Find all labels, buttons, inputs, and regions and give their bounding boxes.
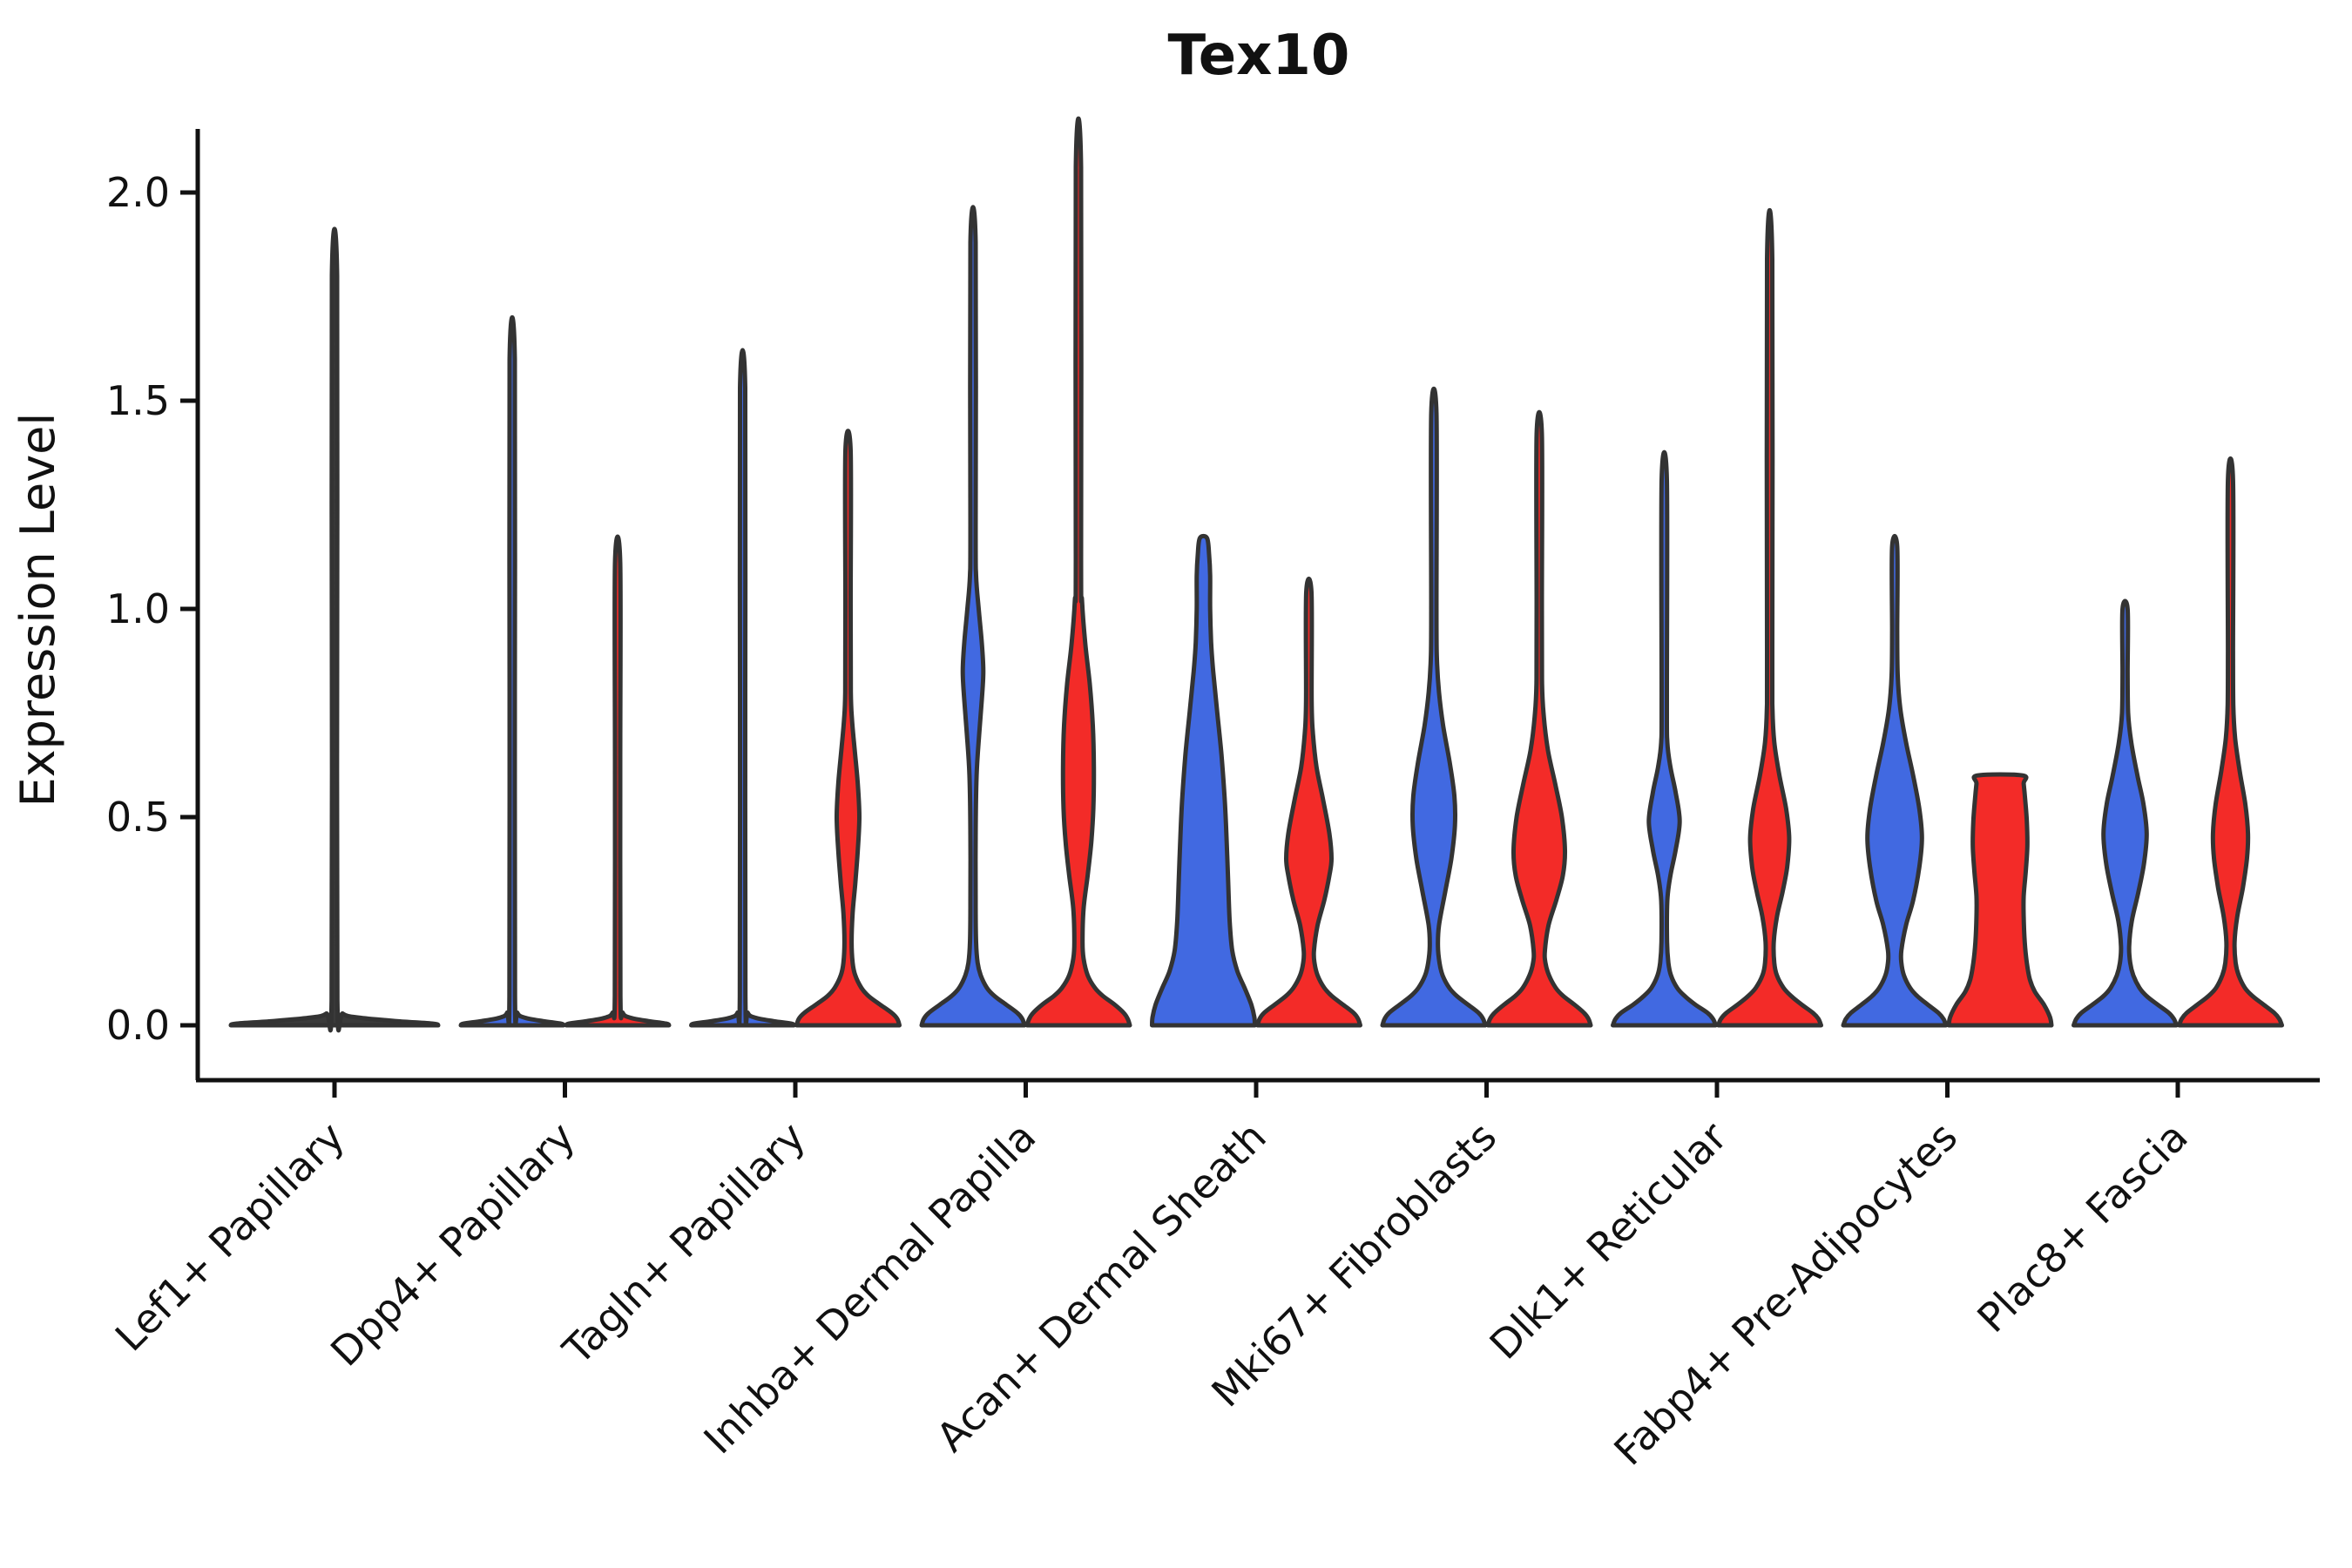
chart-title: Tex10 [1168,24,1350,88]
x-tick-label: Lef1+ Papillary [106,1113,354,1361]
violin-mki67-right [1485,409,1593,1028]
y-tick-label: 0.5 [106,794,170,841]
violin-inhba-left [919,205,1027,1028]
y-tick-label: 1.5 [106,377,170,424]
violin-tagln-right [794,429,902,1028]
violin-tagln-left [689,348,796,1028]
y-tick-label: 0.0 [106,1002,170,1049]
violin-plac8-left [2072,598,2179,1028]
x-tick-label: Dpp4+ Papillary [321,1113,584,1375]
violin-dlk1-left [1611,449,1718,1028]
violin-plac8-right [2177,456,2284,1028]
y-tick-label: 2.0 [106,169,170,216]
x-tick-label: Dlk1+ Reticular [1481,1113,1736,1369]
axes-layer: 0.0 0.5 1.0 1.5 2.0 [106,129,2320,1098]
y-tick-label: 1.0 [106,585,170,632]
violin-dpp4-left [458,314,566,1028]
violin-inhba-right [1024,116,1132,1028]
violin-mki67-left [1380,387,1488,1028]
violin-dlk1-right [1716,208,1823,1028]
violin-acan-right [1255,576,1362,1028]
violin-layer [228,116,2284,1033]
y-axis-label: Expression Level [10,413,65,808]
violin-lef1-center [228,226,441,1033]
violin-fabp4-right [1946,772,2054,1028]
violin-dpp4-right [564,534,672,1028]
x-tick-label: Plac8+ Fascia [1968,1113,2196,1342]
x-tick-label: Tagln+ Papillary [553,1113,814,1375]
violin-acan-left [1150,533,1257,1028]
violin-fabp4-left [1841,533,1949,1028]
